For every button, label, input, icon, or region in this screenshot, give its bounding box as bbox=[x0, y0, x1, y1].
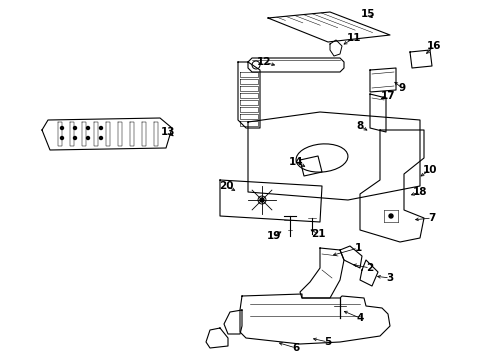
Polygon shape bbox=[360, 260, 378, 286]
Text: 9: 9 bbox=[398, 83, 406, 93]
Text: 6: 6 bbox=[293, 343, 299, 353]
Circle shape bbox=[74, 126, 76, 130]
Circle shape bbox=[389, 214, 393, 218]
Circle shape bbox=[74, 136, 76, 140]
Polygon shape bbox=[300, 156, 322, 176]
Text: 10: 10 bbox=[423, 165, 437, 175]
Polygon shape bbox=[360, 130, 424, 242]
Polygon shape bbox=[240, 294, 390, 344]
Polygon shape bbox=[300, 248, 344, 298]
Text: 15: 15 bbox=[361, 9, 375, 19]
Polygon shape bbox=[330, 40, 342, 56]
Text: 20: 20 bbox=[219, 181, 233, 191]
Text: 14: 14 bbox=[289, 157, 303, 167]
Text: 18: 18 bbox=[413, 187, 427, 197]
Text: 5: 5 bbox=[324, 337, 332, 347]
Polygon shape bbox=[370, 94, 386, 132]
Polygon shape bbox=[42, 118, 172, 150]
Text: 16: 16 bbox=[427, 41, 441, 51]
Text: 7: 7 bbox=[428, 213, 436, 223]
Polygon shape bbox=[238, 62, 260, 128]
Circle shape bbox=[60, 126, 64, 130]
Text: 8: 8 bbox=[356, 121, 364, 131]
Text: 13: 13 bbox=[161, 127, 175, 137]
Text: 2: 2 bbox=[367, 263, 373, 273]
Polygon shape bbox=[206, 328, 228, 348]
Circle shape bbox=[87, 136, 90, 140]
Polygon shape bbox=[224, 310, 242, 334]
Polygon shape bbox=[248, 58, 344, 72]
Text: 3: 3 bbox=[387, 273, 393, 283]
Text: 12: 12 bbox=[257, 57, 271, 67]
Text: 1: 1 bbox=[354, 243, 362, 253]
Polygon shape bbox=[220, 180, 322, 222]
Circle shape bbox=[260, 198, 264, 202]
Polygon shape bbox=[370, 68, 396, 92]
Polygon shape bbox=[410, 50, 432, 68]
Text: 19: 19 bbox=[267, 231, 281, 241]
Polygon shape bbox=[268, 12, 390, 42]
Text: 4: 4 bbox=[356, 313, 364, 323]
Polygon shape bbox=[248, 112, 420, 200]
Text: 21: 21 bbox=[311, 229, 325, 239]
Circle shape bbox=[87, 126, 90, 130]
Circle shape bbox=[99, 126, 102, 130]
Polygon shape bbox=[340, 246, 362, 268]
Text: 17: 17 bbox=[381, 91, 395, 101]
Text: 11: 11 bbox=[347, 33, 361, 43]
Circle shape bbox=[60, 136, 64, 140]
Circle shape bbox=[99, 136, 102, 140]
